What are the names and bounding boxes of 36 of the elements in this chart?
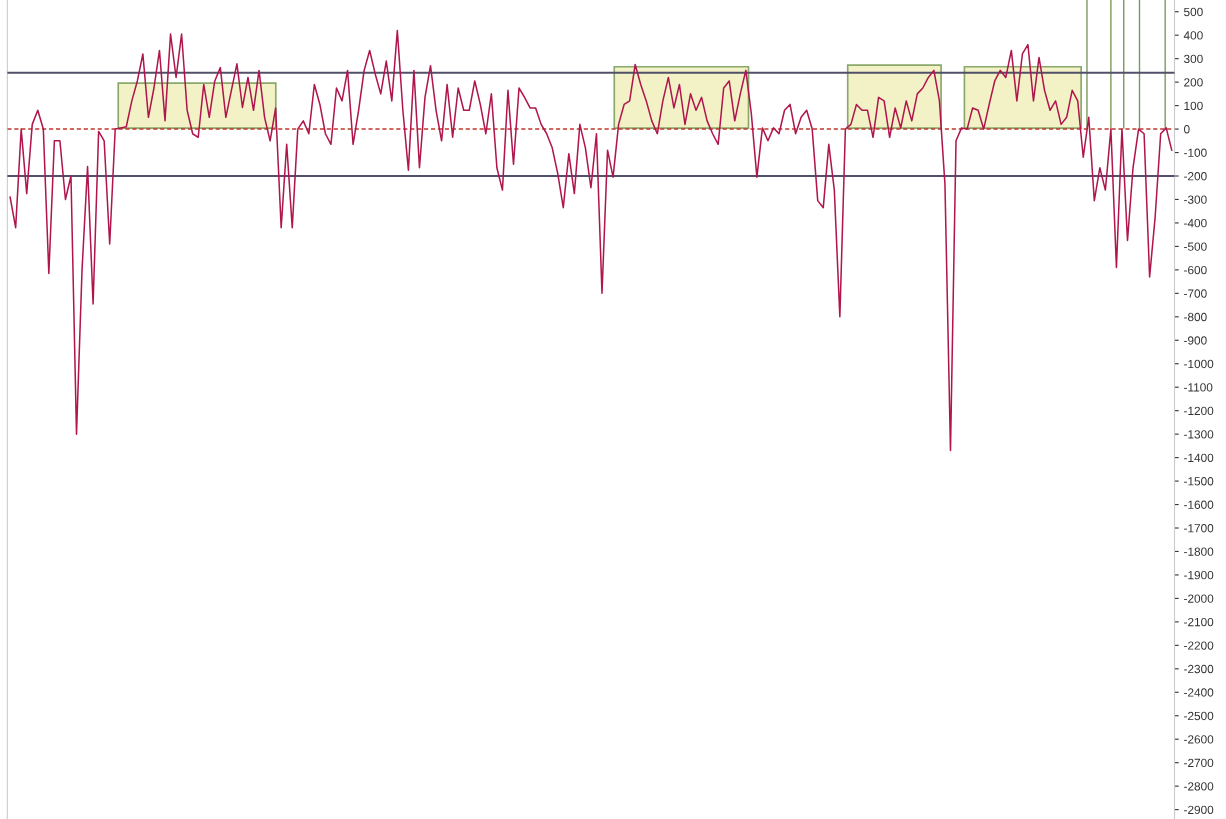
y-tick-label: -1200 bbox=[1184, 406, 1214, 416]
y-tick-label: -2500 bbox=[1184, 711, 1214, 721]
y-tick-label: 100 bbox=[1184, 101, 1203, 110]
y-tick-label: -2000 bbox=[1184, 594, 1214, 603]
y-tick-label: -2900 bbox=[1184, 805, 1214, 815]
y-tick-label: 300 bbox=[1183, 54, 1203, 64]
y-tick-label: -2400 bbox=[1184, 688, 1214, 697]
y-tick-label: 200 bbox=[1184, 78, 1203, 87]
y-tick-label: -900 bbox=[1184, 336, 1207, 345]
y-tick-label: -1300 bbox=[1184, 430, 1214, 439]
y-tick-label: -2600 bbox=[1184, 735, 1214, 744]
y-tick-label: -1100 bbox=[1184, 383, 1213, 392]
y-tick-label: -2100 bbox=[1184, 617, 1214, 627]
y-tick-label: -2300 bbox=[1184, 664, 1214, 674]
y-tick-label: 500 bbox=[1184, 7, 1203, 17]
y-tick-label: -600 bbox=[1184, 265, 1207, 275]
y-tick-label: -500 bbox=[1184, 242, 1207, 251]
y-tick-label: -2800 bbox=[1184, 782, 1214, 791]
y-tick-label: -800 bbox=[1184, 312, 1207, 322]
y-tick-label: -300 bbox=[1184, 195, 1207, 204]
y-tick-label: -2700 bbox=[1184, 758, 1214, 768]
y-tick-label: -2200 bbox=[1184, 641, 1214, 650]
y-tick-label: 0 bbox=[1184, 125, 1190, 134]
y-tick-label: -1400 bbox=[1184, 453, 1214, 462]
y-tick-label: -1700 bbox=[1184, 524, 1214, 533]
y-tick-label: -400 bbox=[1184, 218, 1207, 228]
y-tick-label: -1500 bbox=[1184, 477, 1214, 486]
y-tick-label: -200 bbox=[1184, 172, 1207, 181]
y-tick-label: -1600 bbox=[1184, 500, 1214, 509]
y-tick-label: 400 bbox=[1183, 31, 1203, 40]
y-tick-label: -700 bbox=[1184, 289, 1207, 298]
line-series bbox=[9, 29, 1173, 452]
y-tick-label: -1900 bbox=[1184, 570, 1214, 580]
y-tick-label: -1800 bbox=[1184, 547, 1214, 556]
y-tick-label: -1000 bbox=[1184, 359, 1214, 369]
y-tick-label: -100 bbox=[1184, 148, 1207, 157]
